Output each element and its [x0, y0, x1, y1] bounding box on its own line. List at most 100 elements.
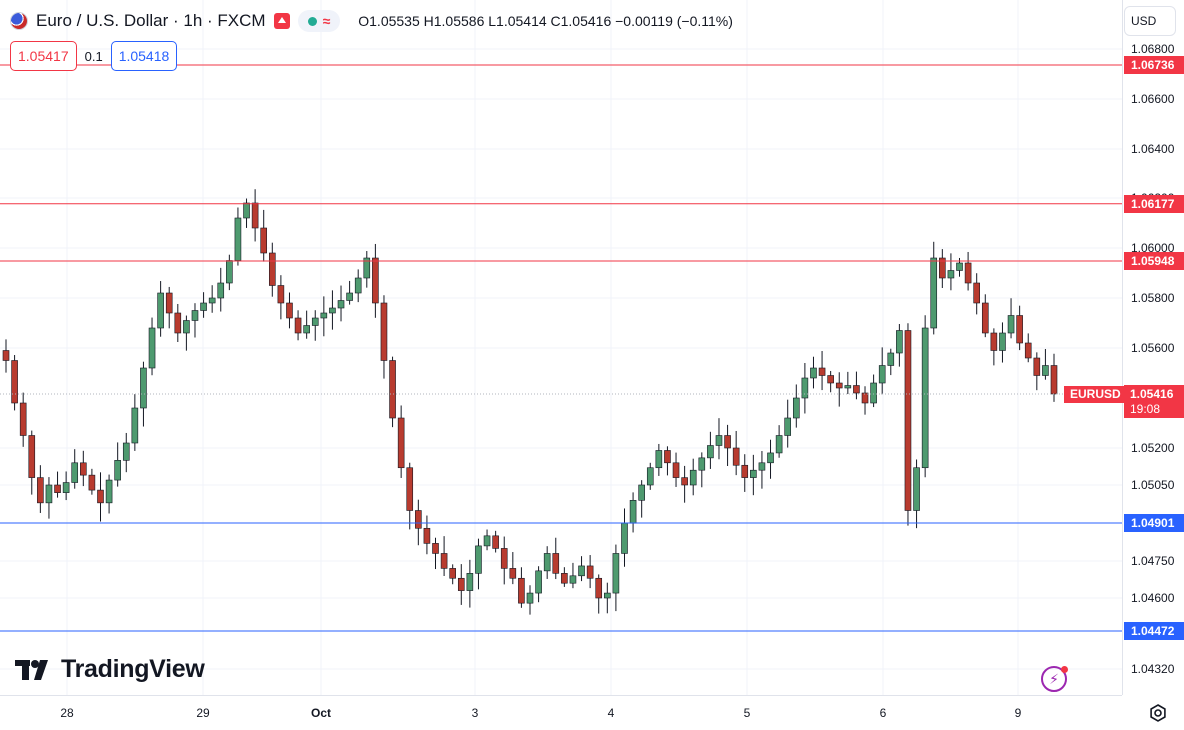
price-tick-label: 1.06800	[1131, 42, 1175, 56]
candle-down	[2, 350, 10, 361]
support-level-tag[interactable]: 1.04901	[1124, 514, 1184, 532]
tradingview-logo-text: TradingView	[61, 655, 205, 683]
candle-down	[54, 484, 61, 493]
candle-down	[509, 568, 517, 579]
candle-down	[561, 573, 568, 584]
candle-up	[131, 407, 139, 444]
market-open-dot-icon	[307, 16, 317, 26]
candle-up	[999, 332, 1006, 351]
sell-button[interactable]: 1.05417	[10, 41, 77, 71]
price-tick-label: 1.04750	[1131, 554, 1175, 568]
settings-gear-icon[interactable]	[1148, 703, 1168, 723]
price-tick-label: 1.05600	[1131, 341, 1175, 355]
currency-selector[interactable]: USD	[1124, 6, 1176, 36]
candle-down	[1050, 365, 1058, 395]
candle-up	[483, 535, 491, 547]
symbol-title[interactable]: Euro / U.S. Dollar · 1h · FXCM	[36, 11, 266, 30]
candle-down	[1024, 342, 1032, 359]
candle-down	[672, 462, 680, 478]
candlestick-chart[interactable]	[0, 0, 1122, 695]
candle-up	[354, 277, 362, 294]
candle-up	[844, 385, 852, 389]
eur-usd-flag-icon	[10, 12, 28, 30]
candle-down	[380, 302, 388, 361]
candle-up	[311, 317, 319, 326]
market-status-pill[interactable]: ≈	[297, 10, 341, 32]
candle-up	[337, 300, 345, 309]
candle-down	[835, 382, 843, 389]
delayed-data-icon: ≈	[322, 13, 331, 29]
candle-down	[1033, 357, 1041, 376]
candle-down	[492, 535, 499, 549]
candle-up	[956, 262, 963, 271]
chart-pane[interactable]	[0, 0, 1122, 695]
candle-up	[913, 467, 920, 511]
candle-down	[294, 317, 302, 334]
alert-icon[interactable]	[273, 13, 290, 29]
candle-up	[226, 260, 233, 284]
candle-down	[586, 565, 594, 579]
candle-up	[200, 302, 207, 311]
candle-down	[37, 477, 44, 504]
buy-button[interactable]: 1.05418	[110, 41, 178, 71]
tradingview-logo[interactable]: TradingView	[15, 655, 205, 684]
candle-up	[784, 417, 792, 436]
candle-up	[535, 570, 542, 594]
candle-down	[449, 568, 456, 579]
candle-down	[861, 392, 869, 404]
candle-up	[810, 367, 817, 379]
resistance-level-tag[interactable]: 1.06736	[1124, 56, 1184, 74]
candle-up	[62, 482, 70, 493]
candle-down	[406, 467, 414, 511]
candle-down	[1016, 315, 1023, 344]
candle-up	[363, 257, 371, 279]
candle-up	[947, 270, 955, 279]
candle-down	[174, 312, 182, 334]
candle-up	[466, 573, 474, 591]
time-tick-label: 29	[196, 706, 210, 720]
candle-down	[500, 548, 508, 569]
time-axis[interactable]: 28 29 Oct 3 4 5 6 9	[0, 695, 1122, 730]
price-tick-label: 1.05050	[1131, 478, 1175, 492]
candle-up	[792, 397, 800, 419]
candle-up	[543, 553, 551, 572]
candle-down	[990, 332, 998, 351]
candle-up	[578, 565, 585, 577]
candle-down	[440, 553, 448, 569]
time-tick-label: 6	[879, 706, 887, 720]
price-tick-label: 1.04600	[1131, 591, 1175, 605]
candle-down	[251, 202, 259, 229]
candle-down	[552, 553, 560, 574]
candle-down	[964, 262, 972, 284]
candle-up	[930, 257, 938, 329]
candle-down	[981, 302, 989, 334]
candle-up	[629, 500, 637, 524]
candle-down	[432, 543, 439, 554]
candle-up	[775, 435, 783, 454]
candle-up	[604, 592, 611, 599]
candle-up	[208, 297, 216, 304]
flash-icon[interactable]: ⚡	[1041, 666, 1068, 692]
candle-up	[475, 545, 482, 574]
candle-up	[329, 307, 336, 314]
candle-up	[707, 445, 714, 459]
resistance-level-tag[interactable]: 1.05948	[1124, 252, 1184, 270]
candle-up	[715, 435, 723, 446]
symbol-price-tag: EURUSD	[1064, 385, 1127, 403]
trade-panel: 1.05417 0.1 1.05418	[10, 41, 178, 71]
candle-down	[973, 282, 980, 304]
candle-down	[664, 450, 671, 464]
candle-down	[415, 510, 422, 529]
candle-up	[234, 217, 242, 261]
candle-down	[268, 252, 276, 286]
price-axis[interactable]: 1.068001.066001.064001.062001.060001.058…	[1122, 0, 1184, 695]
candle-down	[681, 477, 688, 486]
candle-down	[80, 462, 87, 476]
support-level-tag[interactable]: 1.04472	[1124, 622, 1184, 640]
candle-up	[767, 452, 774, 464]
candle-down	[518, 577, 525, 604]
candle-down	[827, 375, 834, 384]
resistance-level-tag[interactable]: 1.06177	[1124, 194, 1184, 213]
candle-down	[732, 447, 740, 466]
last-price-tag: 1.05416 19:08	[1124, 385, 1184, 418]
